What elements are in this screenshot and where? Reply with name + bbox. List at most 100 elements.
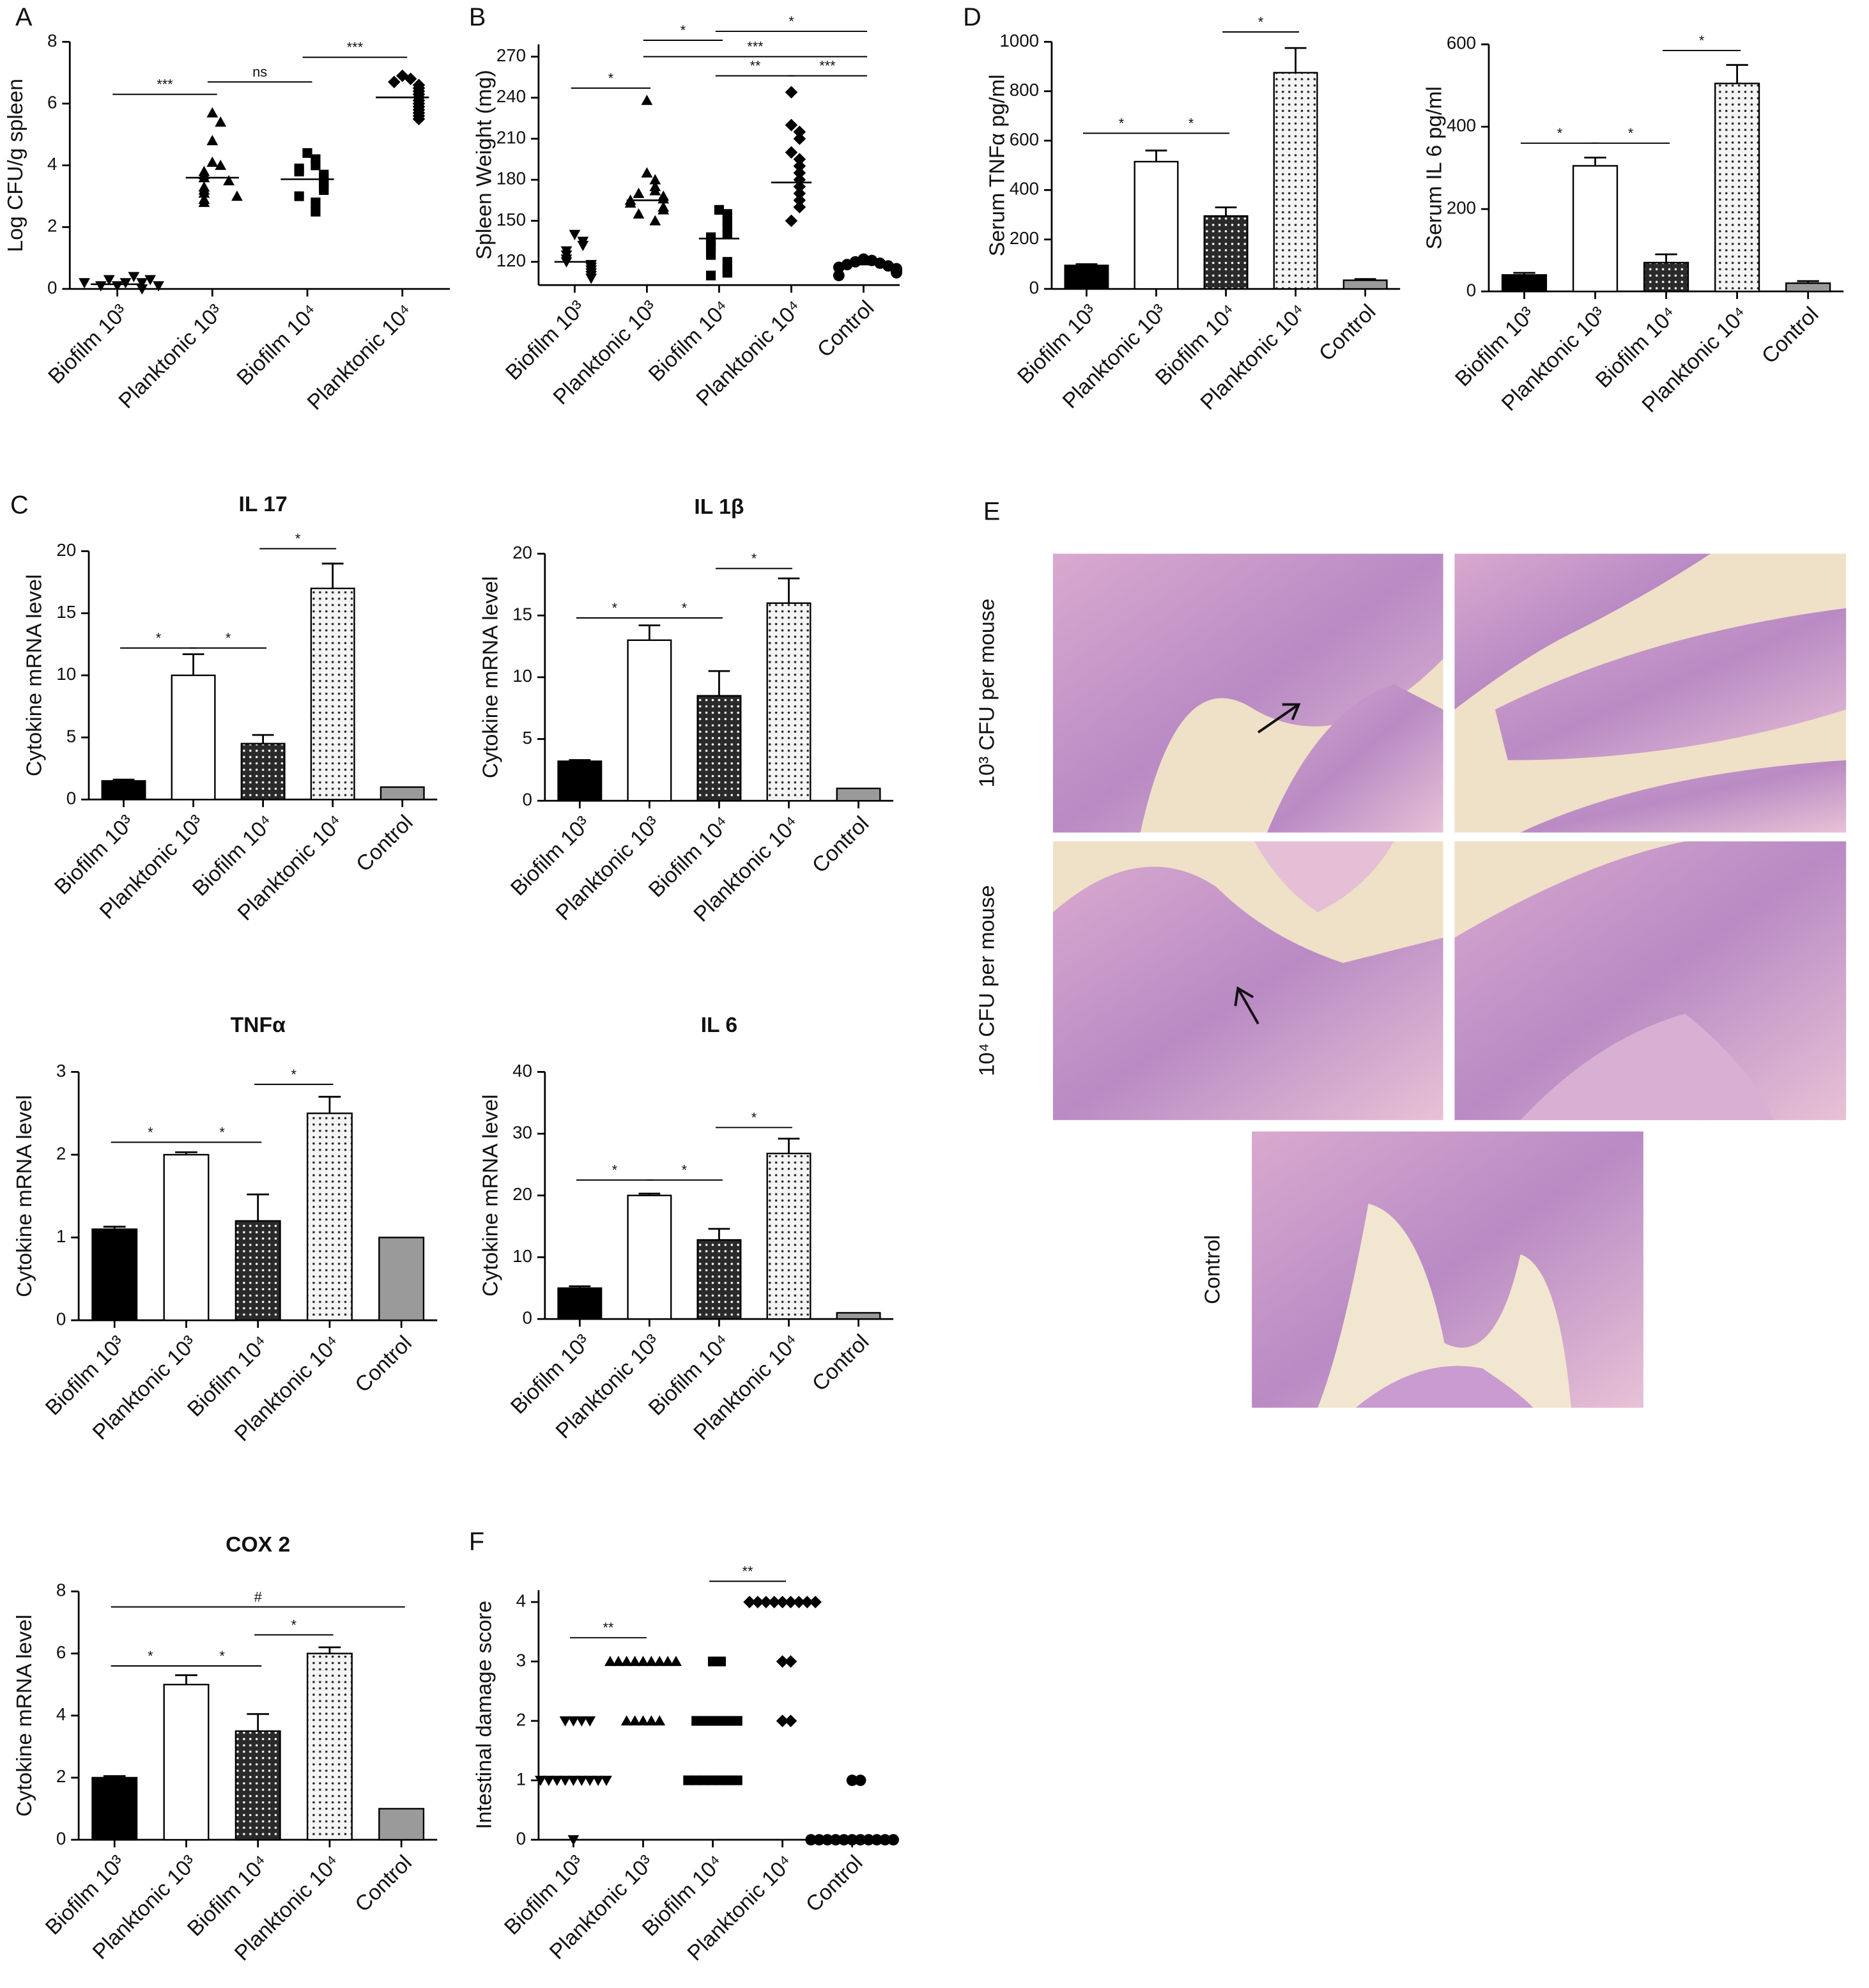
significance-label: * — [1188, 115, 1194, 131]
data-point — [559, 1716, 571, 1727]
data-point — [604, 1656, 616, 1667]
row-label: Control — [1201, 1235, 1225, 1304]
data-point — [822, 1834, 833, 1845]
y-tick-label: 4 — [516, 1591, 526, 1610]
data-point — [567, 1716, 580, 1727]
data-point — [319, 185, 329, 196]
data-point — [813, 1834, 825, 1845]
significance-label: * — [1699, 33, 1705, 49]
data-point — [645, 1715, 658, 1726]
panel-letter: C — [10, 491, 29, 520]
x-tick-label: Control — [1314, 300, 1381, 366]
micrograph — [1454, 553, 1847, 833]
data-point — [144, 275, 157, 286]
y-tick-label: 0 — [56, 1828, 66, 1848]
significance-label: * — [156, 630, 162, 646]
y-tick-label: 20 — [512, 1184, 532, 1204]
data-point — [793, 160, 806, 173]
significance-label: * — [1557, 125, 1563, 141]
y-tick-label: 8 — [56, 1580, 66, 1600]
data-point — [871, 1834, 883, 1845]
data-point — [785, 118, 798, 132]
y-tick-label: 150 — [496, 210, 526, 229]
bar — [378, 1237, 425, 1321]
data-point — [700, 1716, 710, 1726]
data-point — [838, 1834, 850, 1845]
data-point — [829, 1834, 842, 1845]
data-point — [567, 1835, 580, 1845]
significance-label: # — [254, 1589, 263, 1605]
data-point — [223, 174, 235, 186]
y-tick-label: 6 — [56, 1642, 66, 1662]
data-point — [732, 1775, 742, 1785]
data-point — [724, 1716, 734, 1726]
y-tick-label: 200 — [1447, 197, 1476, 217]
significance-label: * — [612, 1162, 618, 1178]
bar — [306, 1653, 353, 1841]
data-point — [801, 1596, 814, 1608]
y-tick-label: 0 — [1466, 280, 1476, 300]
y-tick-label: 4 — [56, 1704, 66, 1724]
data-point — [79, 278, 90, 289]
data-point — [569, 229, 581, 240]
bar — [766, 602, 811, 802]
data-point — [784, 1655, 797, 1668]
data-point — [311, 206, 321, 217]
significance-label: ns — [252, 64, 267, 80]
bar — [1785, 282, 1831, 293]
data-point — [793, 153, 806, 166]
bar — [240, 743, 286, 801]
y-tick-label: 0 — [523, 1307, 532, 1327]
panel-letter: E — [983, 497, 1000, 525]
y-tick-label: 1000 — [999, 31, 1039, 50]
panel-letter: A — [15, 3, 33, 31]
data-point — [716, 1656, 726, 1667]
bar — [163, 1683, 210, 1841]
data-point — [620, 1715, 633, 1726]
significance-label: * — [1258, 14, 1264, 30]
data-point — [705, 250, 716, 260]
significance-label: *** — [347, 39, 364, 55]
bar — [627, 1194, 672, 1320]
data-point — [624, 197, 636, 208]
data-point — [863, 1834, 875, 1845]
y-tick-label: 20 — [56, 540, 76, 560]
y-axis-label: Log CFU/g spleen — [3, 79, 27, 252]
y-axis-label: Cytokine mRNA level — [478, 1095, 502, 1297]
bar — [627, 639, 672, 802]
data-point — [601, 1775, 612, 1786]
data-point — [585, 274, 597, 284]
significance-label: * — [612, 600, 618, 616]
data-point — [784, 1596, 797, 1608]
bar — [91, 1228, 138, 1321]
bar — [696, 695, 742, 802]
x-tick-label: Control — [351, 810, 418, 877]
data-point — [793, 187, 806, 200]
data-point — [388, 75, 401, 89]
row-label: 10³ CFU per mouse — [975, 599, 999, 788]
chart-title: COX 2 — [226, 1532, 290, 1557]
data-point — [707, 1775, 718, 1785]
significance-label: *** — [747, 39, 764, 55]
y-tick-label: 400 — [1447, 116, 1476, 135]
data-point — [879, 1834, 891, 1845]
y-tick-label: 600 — [1010, 129, 1039, 149]
data-point — [542, 1775, 555, 1786]
data-point — [649, 215, 661, 226]
bar — [1714, 82, 1760, 293]
panel-letter: F — [469, 1528, 484, 1556]
data-point — [670, 1656, 682, 1667]
data-point — [206, 135, 219, 146]
data-point — [654, 1715, 666, 1726]
y-tick-label: 1 — [56, 1226, 66, 1246]
bar — [1064, 265, 1109, 290]
data-point — [833, 261, 845, 274]
significance-label: * — [751, 551, 757, 567]
data-point — [776, 1596, 789, 1608]
data-point — [534, 1775, 546, 1786]
x-tick-label: Control — [808, 1330, 874, 1396]
data-point — [785, 86, 798, 99]
